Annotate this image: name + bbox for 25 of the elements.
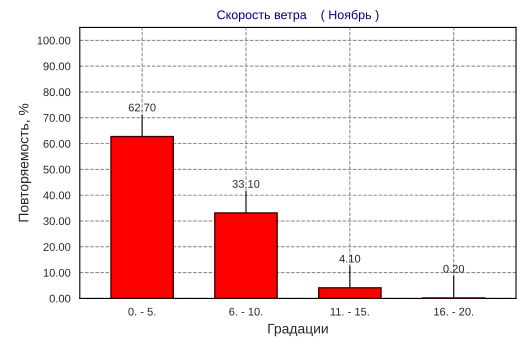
x-axis-title: Градации	[268, 324, 328, 336]
y-axis-title: Повторяемость, %	[18, 104, 32, 222]
y-tick-label: 40.00	[43, 191, 70, 200]
y-tick-label: 10.00	[44, 268, 70, 277]
y-tick-label: 0.00	[50, 294, 70, 303]
x-tick-label: 6. - 10.	[229, 308, 262, 316]
y-tick-label: 80.00	[43, 88, 70, 96]
chart-title: Скорость ветра ( Ноябрь )	[217, 10, 378, 22]
bar	[318, 287, 382, 298]
y-tick-label: 50.00	[43, 166, 70, 174]
x-tick-label: 0. - 5.	[128, 308, 156, 316]
data-label: 62.70	[128, 104, 156, 112]
x-tick-label: 11. - 15.	[330, 308, 369, 316]
y-tick-label: 100.00	[38, 36, 70, 44]
y-tick-label: 30.00	[43, 217, 70, 226]
y-tick-label: 70.00	[44, 114, 70, 122]
data-label: 0.20	[443, 264, 464, 273]
bar	[214, 212, 278, 298]
y-tick-label: 90.00	[43, 62, 70, 70]
y-tick-label: 60.00	[44, 140, 70, 148]
bar	[110, 136, 174, 298]
x-tick-label: 16. - 20.	[434, 308, 474, 316]
data-label: 33.10	[232, 180, 260, 188]
y-tick-label: 20.00	[44, 243, 70, 251]
data-label: 4.10	[339, 254, 360, 263]
